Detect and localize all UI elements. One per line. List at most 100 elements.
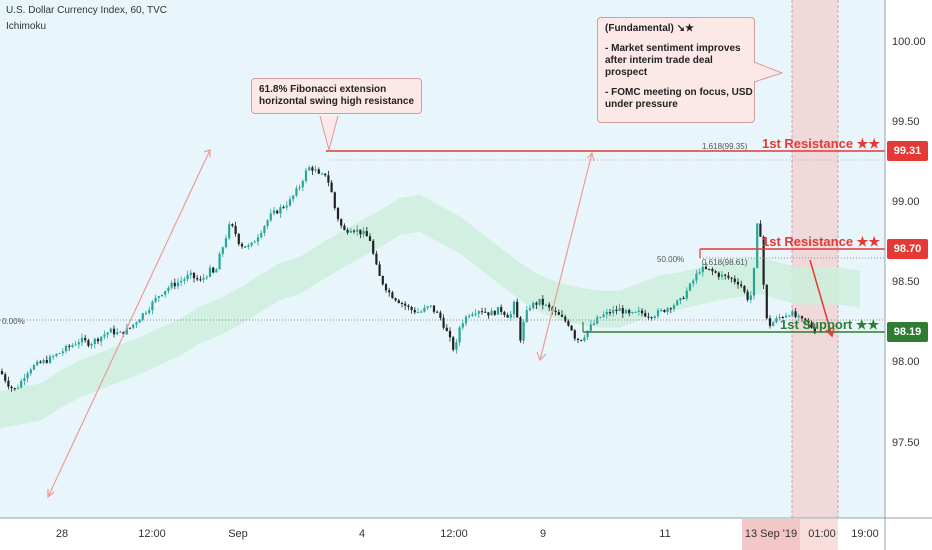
candle — [10, 386, 13, 389]
candle — [490, 310, 493, 316]
candle — [154, 297, 157, 302]
candle — [362, 231, 365, 235]
candle — [228, 224, 231, 239]
candle — [708, 268, 711, 270]
candle — [624, 310, 628, 314]
candle — [583, 337, 586, 341]
candle — [634, 311, 637, 313]
candle — [484, 311, 487, 313]
candle — [317, 169, 320, 174]
y-tick-label: 99.50 — [892, 116, 920, 128]
candle — [4, 374, 7, 381]
candle — [644, 313, 647, 317]
resistance-price-tag-1: 99.31 — [887, 141, 928, 161]
candle — [711, 268, 714, 272]
candle — [525, 310, 528, 322]
candle — [260, 233, 263, 238]
candle — [365, 231, 368, 237]
x-tick-label: 11 — [659, 528, 671, 540]
projection-arrow-1-head-up — [203, 149, 211, 157]
candle — [106, 332, 109, 335]
candle — [368, 236, 372, 241]
candle — [327, 175, 330, 183]
indicator-label[interactable]: Ichimoku — [6, 21, 47, 32]
candle — [791, 311, 794, 316]
fib-callout-line-1: 61.8% Fibonacci extension — [259, 84, 387, 95]
candle — [74, 344, 77, 346]
projection-arrow-1 — [47, 149, 211, 498]
candle — [61, 351, 64, 354]
candle — [522, 321, 525, 341]
projection-arrow-2-head-down — [536, 351, 547, 362]
candle — [148, 310, 151, 313]
candle — [679, 298, 682, 301]
fib-callout-pointer — [319, 116, 339, 152]
candle — [164, 291, 167, 295]
candle — [647, 316, 650, 318]
fundamental-title: (Fundamental) ↘★ — [605, 23, 695, 34]
candle — [330, 182, 333, 193]
candle — [516, 301, 519, 318]
candle — [509, 314, 512, 318]
fib-callout[interactable]: 61.8% Fibonacci extension horizontal swi… — [251, 78, 423, 114]
candle — [215, 269, 218, 273]
candle — [704, 266, 708, 269]
candle — [772, 322, 775, 326]
candle — [84, 337, 87, 341]
candle — [762, 236, 765, 285]
candle — [669, 308, 672, 310]
candle — [359, 229, 362, 235]
candle — [400, 303, 404, 304]
candle — [727, 275, 730, 278]
candle — [151, 301, 154, 311]
candle — [416, 312, 420, 313]
candle — [458, 327, 461, 343]
candle — [532, 302, 535, 309]
candle — [535, 302, 538, 305]
fundamental-line: after interim trade deal — [605, 55, 713, 66]
candle — [77, 342, 80, 345]
candle — [388, 290, 391, 293]
candle — [615, 309, 618, 311]
candle — [48, 356, 52, 363]
candle — [394, 298, 397, 301]
x-tick-label: 13 Sep '19 — [744, 528, 798, 540]
candle — [500, 307, 503, 312]
candle — [775, 318, 778, 323]
candle — [58, 353, 61, 355]
fundamental-callout[interactable]: (Fundamental) ↘★ - Market sentiment impr… — [597, 17, 755, 123]
candle — [695, 273, 698, 281]
candle — [311, 167, 314, 171]
candle — [660, 310, 663, 311]
candle — [423, 307, 426, 312]
candle — [420, 311, 423, 313]
candle — [570, 325, 573, 331]
candle — [183, 279, 186, 281]
support-price-tag: 98.19 — [887, 322, 928, 342]
session-axis-highlight-2 — [800, 519, 838, 550]
candle — [429, 305, 432, 307]
candle — [263, 226, 266, 233]
candle — [176, 282, 180, 287]
candle — [391, 292, 394, 299]
candle — [650, 317, 653, 319]
candle — [730, 277, 733, 279]
candle — [746, 291, 749, 300]
candle — [109, 328, 112, 333]
candle — [157, 296, 160, 298]
candle — [637, 310, 640, 312]
candle — [71, 345, 74, 347]
candle — [80, 337, 84, 343]
candle — [788, 315, 791, 317]
candle — [567, 321, 570, 326]
candle — [512, 301, 516, 315]
candle — [352, 230, 356, 232]
forecast-arrow — [809, 259, 833, 337]
candle — [231, 224, 234, 226]
candle — [381, 276, 384, 285]
session-axis-highlight — [742, 519, 800, 550]
chart-title: U.S. Dollar Currency Index, 60, TVC — [6, 5, 167, 16]
candle — [736, 281, 740, 285]
fundamental-line: under pressure — [605, 99, 678, 110]
